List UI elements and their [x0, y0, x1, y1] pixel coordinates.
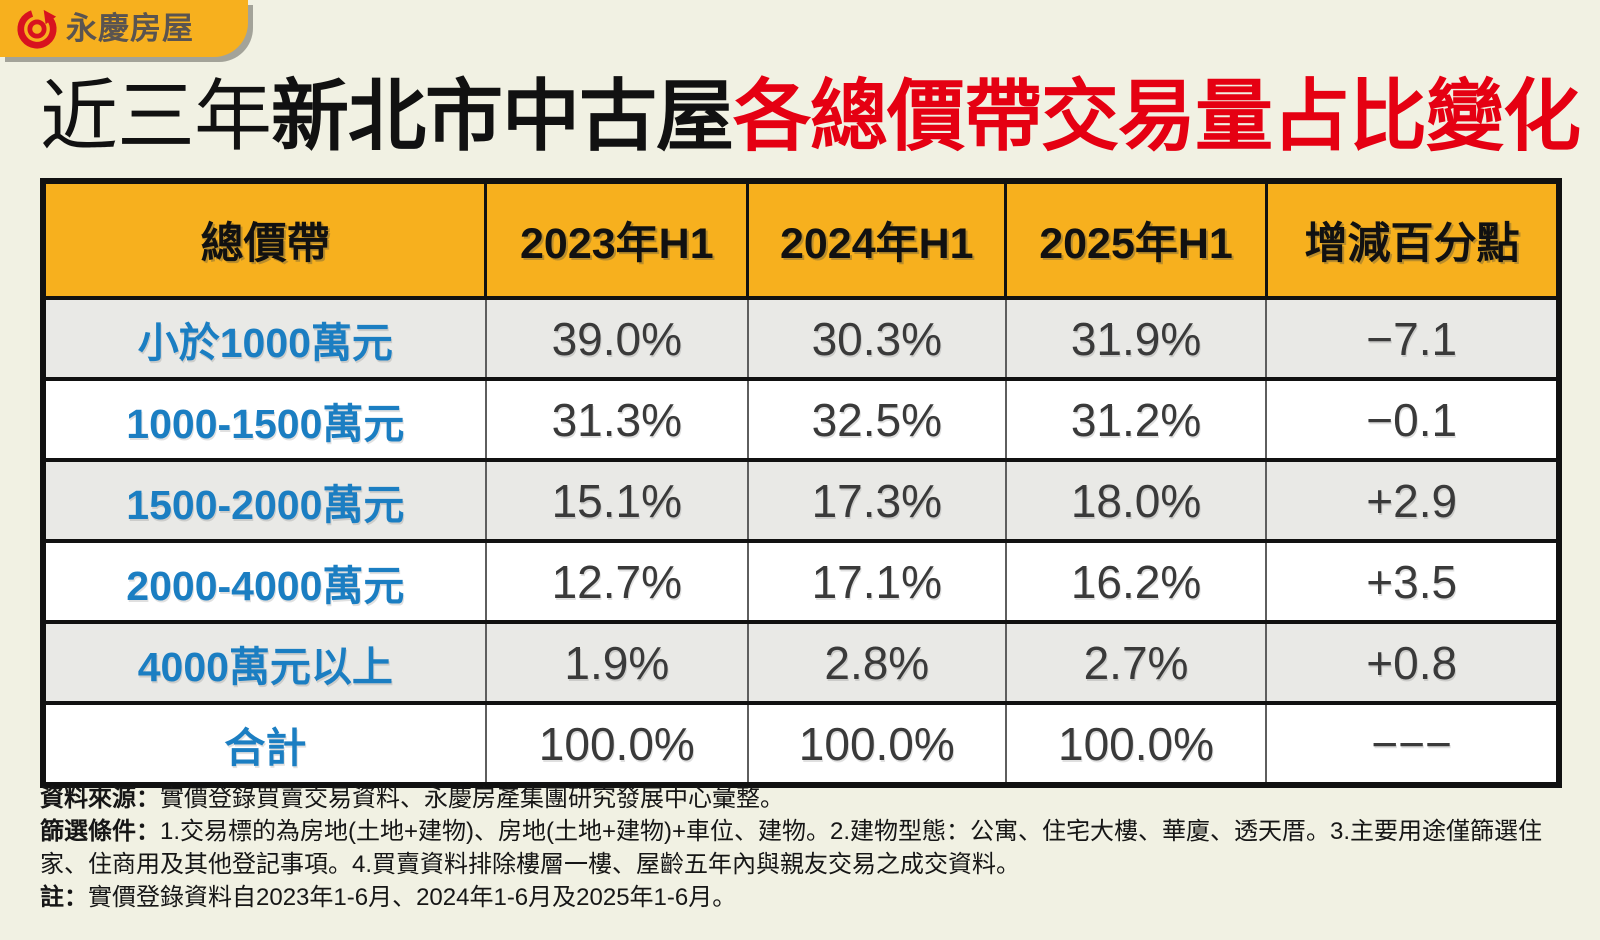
note-filter: 篩選條件：1.交易標的為房地(土地+建物)、房地(土地+建物)+車位、建物。2.…	[40, 815, 1565, 881]
table-row: 小於1000萬元 39.0% 30.3% 31.9% −7.1	[42, 296, 1560, 379]
note-period-label: 註：	[40, 884, 88, 911]
title-part-lead: 近三年	[40, 72, 272, 160]
header-cell-2023h1: 2023年H1	[484, 179, 750, 300]
cell-value: 16.2%	[1004, 539, 1268, 622]
cell-value: 31.9%	[1004, 296, 1268, 379]
note-filter-text: 1.交易標的為房地(土地+建物)、房地(土地+建物)+車位、建物。2.建物型態：…	[40, 818, 1543, 878]
table-row: 2000-4000萬元 12.7% 17.1% 16.2% +3.5	[42, 539, 1560, 622]
cell-value: 2.8%	[746, 620, 1007, 703]
title-part-area: 新北市中古屋	[271, 72, 734, 160]
header-cell-2024h1: 2024年H1	[746, 179, 1008, 300]
header-cell-delta: 增減百分點	[1264, 179, 1561, 300]
note-period-text: 實價登錄資料自2023年1-6月、2024年1-6月及2025年1-6月。	[88, 884, 737, 911]
row-label-total: 合計	[42, 701, 487, 785]
footnotes: 資料來源：實價登錄買賣交易資料、永慶房產集團研究發展中心彙整。 篩選條件：1.交…	[40, 782, 1565, 914]
price-band-table: 總價帶 2023年H1 2024年H1 2025年H1 增減百分點 小於1000…	[40, 178, 1562, 788]
cell-value: −−−	[1265, 701, 1560, 785]
row-label: 小於1000萬元	[42, 296, 487, 379]
row-label: 1000-1500萬元	[42, 377, 487, 460]
note-period: 註：實價登錄資料自2023年1-6月、2024年1-6月及2025年1-6月。	[40, 881, 1565, 914]
cell-value: −0.1	[1265, 377, 1560, 460]
table-row: 1500-2000萬元 15.1% 17.3% 18.0% +2.9	[42, 458, 1560, 541]
cell-value: 100.0%	[484, 701, 749, 785]
cell-value: 100.0%	[1004, 701, 1268, 785]
cell-value: 100.0%	[746, 701, 1007, 785]
header-cell-price-band: 總價帶	[41, 179, 488, 300]
cell-value: 12.7%	[484, 539, 749, 622]
brand-name: 永慶房屋	[66, 11, 194, 46]
note-source-label: 資料來源：	[40, 785, 160, 812]
cell-value: 17.1%	[746, 539, 1007, 622]
cell-value: 1.9%	[484, 620, 749, 703]
page-title: 近三年新北市中古屋各總價帶交易量占比變化	[40, 70, 1581, 162]
cell-value: 31.3%	[484, 377, 749, 460]
cell-value: 18.0%	[1004, 458, 1268, 541]
table-header-row: 總價帶 2023年H1 2024年H1 2025年H1 增減百分點	[41, 179, 1561, 300]
cell-value: 31.2%	[1004, 377, 1268, 460]
brand-badge: 永慶房屋	[0, 0, 248, 57]
note-source: 資料來源：實價登錄買賣交易資料、永慶房產集團研究發展中心彙整。	[40, 782, 1565, 815]
row-label: 4000萬元以上	[42, 620, 487, 703]
title-part-accent: 各總價帶交易量占比變化	[733, 72, 1581, 160]
cell-value: 30.3%	[746, 296, 1007, 379]
row-label: 2000-4000萬元	[42, 539, 487, 622]
cell-value: +3.5	[1265, 539, 1560, 622]
cell-value: +2.9	[1265, 458, 1560, 541]
cell-value: −7.1	[1265, 296, 1560, 379]
cell-value: 17.3%	[746, 458, 1007, 541]
cell-value: 39.0%	[484, 296, 749, 379]
table-row: 4000萬元以上 1.9% 2.8% 2.7% +0.8	[42, 620, 1560, 703]
cell-value: 32.5%	[746, 377, 1007, 460]
note-source-text: 實價登錄買賣交易資料、永慶房產集團研究發展中心彙整。	[160, 785, 784, 812]
table-row-total: 合計 100.0% 100.0% 100.0% −−−	[42, 701, 1560, 785]
yungching-logo-icon	[16, 8, 58, 50]
row-label: 1500-2000萬元	[42, 458, 487, 541]
header-cell-2025h1: 2025年H1	[1004, 179, 1268, 300]
table-row: 1000-1500萬元 31.3% 32.5% 31.2% −0.1	[42, 377, 1560, 460]
cell-value: 15.1%	[484, 458, 749, 541]
cell-value: +0.8	[1265, 620, 1560, 703]
note-filter-label: 篩選條件：	[40, 818, 160, 845]
cell-value: 2.7%	[1004, 620, 1268, 703]
